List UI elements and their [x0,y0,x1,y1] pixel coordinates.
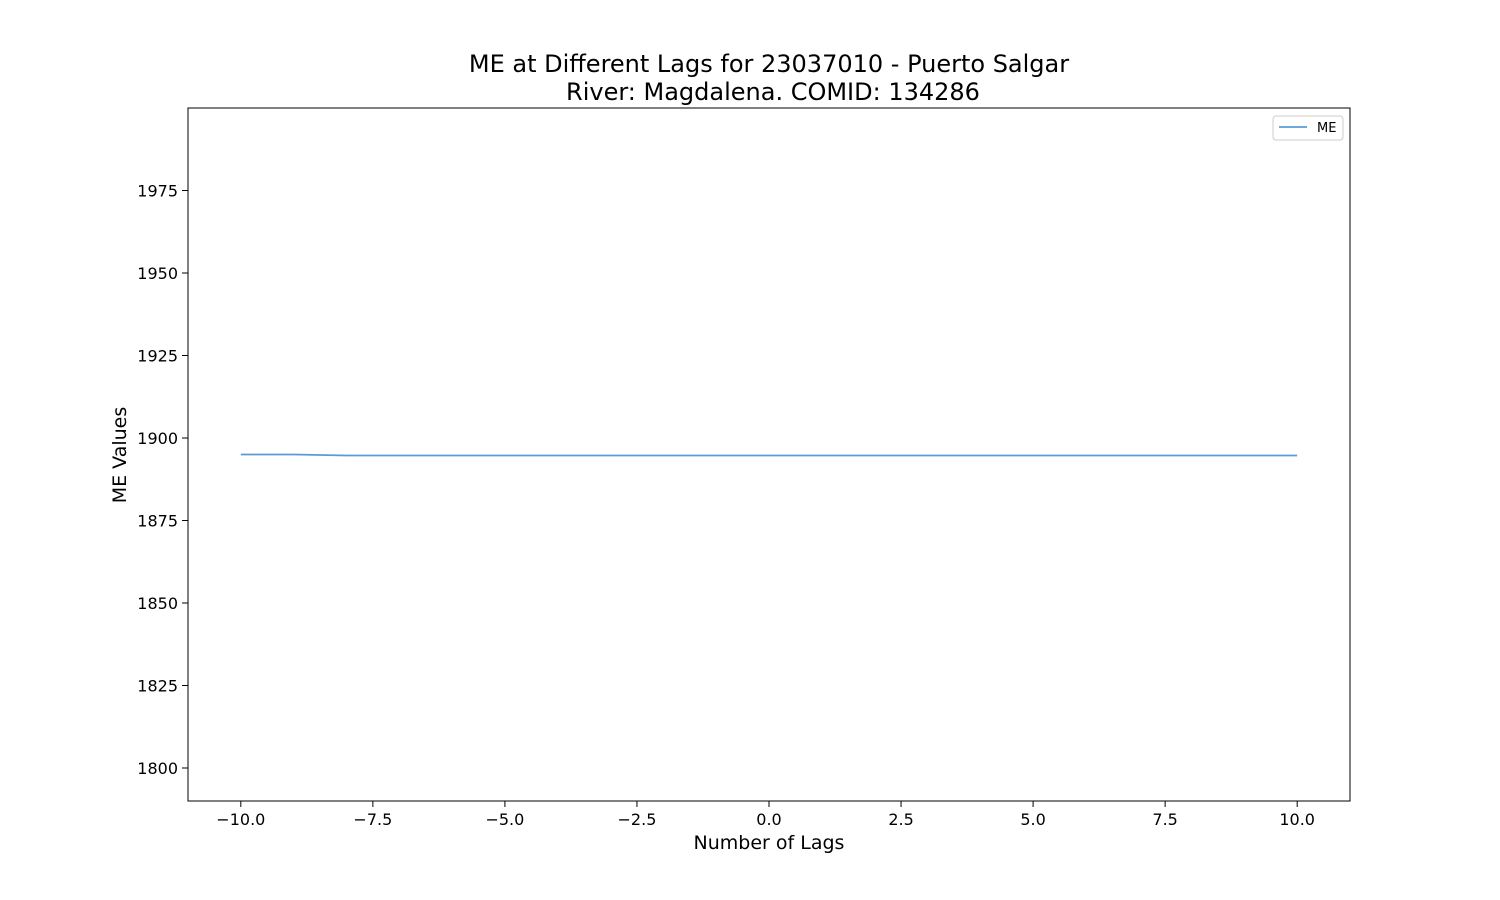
y-tick-label: 1950 [137,264,178,283]
y-tick-label: 1875 [137,512,178,531]
x-tick-label: −5.0 [485,810,524,829]
x-tick-label: 7.5 [1152,810,1177,829]
series-line-me [240,453,1298,457]
y-tick-label: 1825 [137,677,178,696]
x-tick-label: 5.0 [1020,810,1045,829]
x-tick-label: −10.0 [216,810,265,829]
x-tick-label: 0.0 [756,810,781,829]
x-tick-label: −2.5 [618,810,657,829]
x-tick-label: 10.0 [1279,810,1315,829]
x-axis-ticks: −10.0 −7.5 −5.0 −2.5 0.0 2.5 5.0 7.5 10.0 [216,801,1315,829]
x-tick-label: 2.5 [888,810,913,829]
x-axis-label: Number of Lags [694,832,845,854]
legend-label-me: ME [1317,121,1336,136]
y-axis-label: ME Values [109,407,131,504]
plot-area [187,107,1351,802]
series-layer [240,453,1298,457]
y-tick-label: 1975 [137,182,178,201]
legend: ME [1272,115,1344,141]
x-tick-label: −7.5 [353,810,392,829]
y-axis-ticks: 1800 1825 1850 1875 1900 1925 1950 1975 [137,182,188,778]
y-tick-label: 1800 [137,759,178,778]
chart-title-line-2: River: Magdalena. COMID: 134286 [566,78,980,106]
y-tick-label: 1850 [137,594,178,613]
chart-title-line-1: ME at Different Lags for 23037010 - Puer… [469,50,1069,78]
y-tick-label: 1925 [137,347,178,366]
y-tick-label: 1900 [137,429,178,448]
legend-box [1272,115,1344,141]
